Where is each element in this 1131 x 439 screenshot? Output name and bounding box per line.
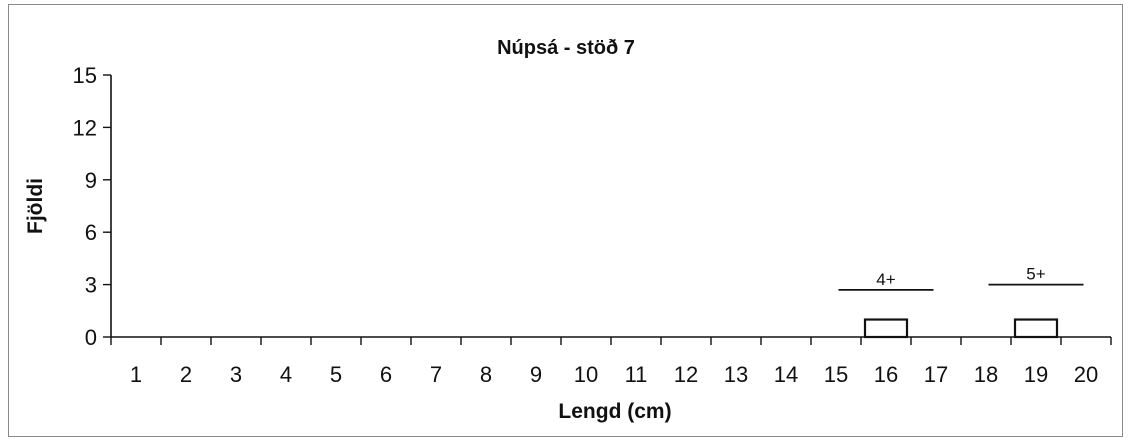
y-tick-label: 6: [85, 220, 97, 245]
bar-16: [863, 318, 909, 339]
x-tick-label: 7: [430, 362, 442, 387]
x-tick-label: 3: [230, 362, 242, 387]
age-label: 5+: [1026, 265, 1045, 284]
x-tick-label: 5: [330, 362, 342, 387]
x-tick-label: 13: [724, 362, 748, 387]
age-label: 4+: [876, 270, 895, 289]
y-tick-label: 15: [73, 63, 97, 88]
x-tick-label: 15: [824, 362, 848, 387]
x-tick-label: 2: [180, 362, 192, 387]
x-tick-label: 10: [574, 362, 598, 387]
x-tick-label: 16: [874, 362, 898, 387]
chart-title: Núpsá - stöð 7: [497, 37, 635, 59]
x-axis-title: Lengd (cm): [558, 400, 671, 423]
x-tick-label: 14: [774, 362, 798, 387]
x-tick-label: 11: [625, 362, 648, 387]
x-tick-label: 6: [380, 362, 392, 387]
bar-19: [1013, 318, 1059, 339]
y-tick-label: 3: [85, 273, 97, 298]
x-ticks: 1 2 3 4 5 6 7 8 9 10 11 12 13 14 15 16 17 18 19 20: [110, 337, 1112, 387]
age-annotations: 4+ 5+: [838, 265, 1084, 291]
x-tick-label: 9: [530, 362, 542, 387]
chart-frame: Núpsá - stöð 7 Fjöldi Lengd (cm) 0 3 6 9 12 1…: [8, 4, 1123, 437]
y-axis-title: Fjöldi: [24, 178, 47, 234]
y-ticks: 0 3 6 9 12 15: [73, 63, 111, 350]
bars: [863, 318, 1059, 339]
x-tick-label: 1: [130, 362, 142, 387]
x-tick-label: 12: [674, 362, 698, 387]
chart-svg: Núpsá - stöð 7 Fjöldi Lengd (cm) 0369121…: [24, 37, 1112, 423]
x-tick-label: 20: [1074, 362, 1098, 387]
x-tick-label: 19: [1024, 362, 1048, 387]
x-tick-label: 17: [924, 362, 948, 387]
x-tick-label: 4: [280, 362, 292, 387]
x-tick-label: 18: [974, 362, 998, 387]
y-tick-label: 12: [73, 115, 97, 140]
x-tick-label: 8: [480, 362, 492, 387]
y-tick-label: 0: [85, 325, 97, 350]
y-tick-label: 9: [85, 168, 97, 193]
